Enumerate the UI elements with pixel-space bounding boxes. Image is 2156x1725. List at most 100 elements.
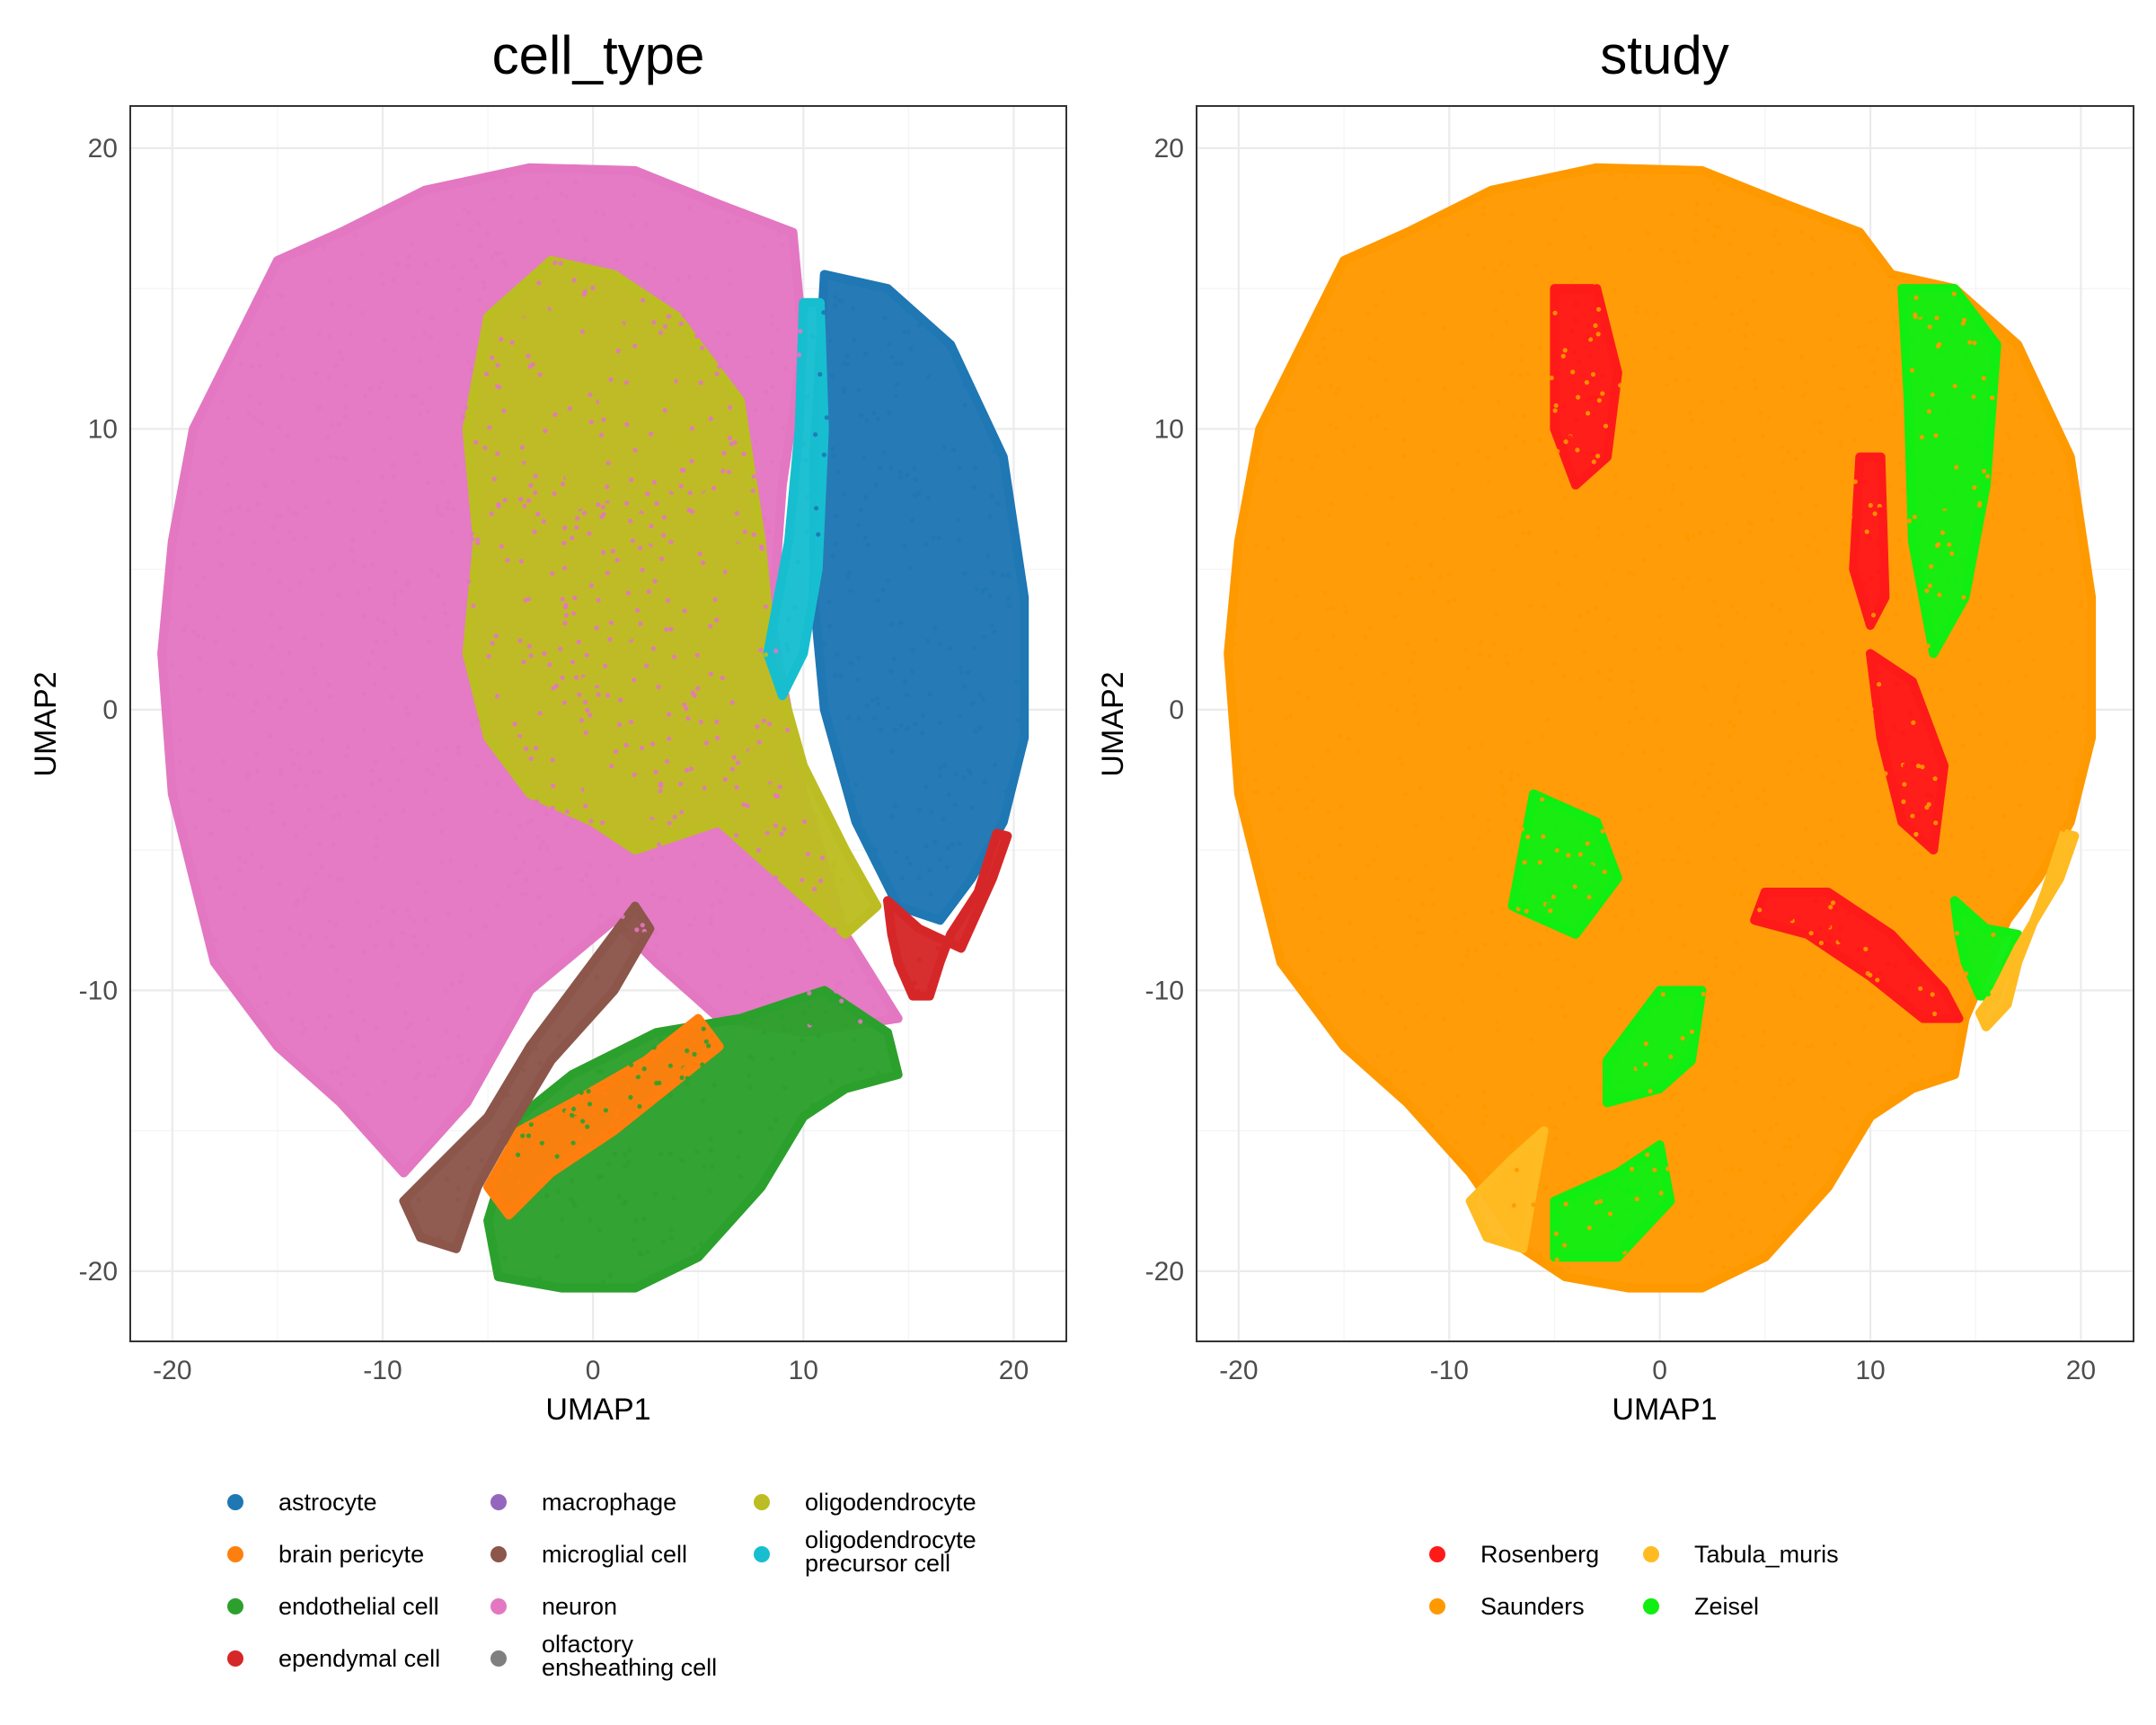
point-astrocyte — [985, 553, 991, 559]
point-oligodendrocyte — [658, 597, 664, 603]
point-neuron — [558, 866, 563, 871]
point-saunders — [1633, 706, 1639, 712]
point-oligodendrocyte — [684, 542, 689, 547]
point-saunders — [1743, 615, 1748, 621]
point-saunders — [1480, 1121, 1486, 1127]
point-neuron — [470, 536, 475, 542]
point-neuron — [473, 264, 478, 270]
point-neuron — [644, 174, 650, 180]
point-saunders — [1754, 982, 1759, 987]
point-endothelial-cell — [807, 1004, 812, 1009]
point-cloud-ependymal-cell — [883, 828, 1012, 1001]
point-saunders — [1402, 792, 1408, 797]
point-saunders — [1736, 275, 1741, 280]
point-neuron — [393, 569, 398, 575]
point-endothelial-cell — [816, 1033, 821, 1039]
point-rosenberg — [1897, 783, 1903, 789]
point-neuron — [316, 842, 322, 847]
point-saunders — [1592, 279, 1597, 285]
point-neuron — [528, 756, 534, 762]
point-oligodendrocyte — [664, 768, 669, 774]
point-rosenberg — [1591, 394, 1596, 400]
points-layer-study — [1224, 163, 2097, 1293]
point-cloud-zeisel — [1603, 986, 1707, 1108]
point-saunders — [1442, 1016, 1447, 1022]
point-neuron — [727, 268, 733, 273]
point-saunders — [1312, 893, 1318, 898]
point-neuron — [689, 458, 694, 464]
point-endothelial-cell — [711, 1083, 717, 1088]
point-zeisel — [1941, 504, 1947, 509]
point-saunders — [1680, 1107, 1685, 1112]
point-saunders — [1727, 328, 1732, 333]
point-brain-pericyte — [549, 1111, 554, 1117]
point-neuron — [512, 721, 517, 727]
point-saunders — [1688, 1214, 1693, 1220]
point-endothelial-cell — [657, 1080, 662, 1085]
point-endothelial-cell — [692, 1051, 697, 1057]
point-saunders — [1755, 843, 1761, 848]
point-saunders — [1321, 970, 1328, 976]
point-saunders — [1613, 473, 1618, 478]
point-neuron — [312, 671, 318, 677]
point-neuron — [254, 342, 261, 348]
point-neuron — [517, 869, 522, 874]
point-saunders — [1874, 841, 1879, 847]
point-brain-pericyte — [602, 1090, 608, 1096]
point-astrocyte — [821, 452, 827, 457]
point-saunders — [1750, 900, 1755, 906]
point-zeisel — [1571, 1199, 1577, 1204]
point-oligodendrocyte — [481, 504, 487, 509]
point-astrocyte — [866, 542, 871, 547]
point-saunders — [1649, 898, 1655, 904]
point-endothelial-cell — [596, 1174, 602, 1180]
point-oligodendrocyte — [692, 613, 698, 618]
point-saunders — [1317, 915, 1322, 920]
point-astrocyte — [966, 767, 971, 773]
point-neuron — [457, 979, 464, 985]
point-saunders — [1582, 234, 1587, 240]
point-neuron — [422, 917, 428, 923]
point-neuron — [352, 233, 358, 238]
point-microglial-cell — [416, 1197, 421, 1202]
point-rosenberg — [1862, 480, 1868, 485]
point-saunders — [1363, 634, 1368, 641]
point-zeisel — [1962, 387, 1967, 394]
point-saunders — [1385, 542, 1391, 547]
point-neuron — [317, 769, 323, 774]
point-neuron — [405, 263, 411, 269]
point-neuron — [753, 439, 758, 445]
point-saunders — [2080, 571, 2085, 576]
point-saunders — [1413, 702, 1418, 707]
point-astrocyte — [897, 469, 903, 475]
point-oligodendrocyte — [516, 737, 521, 742]
point-oligodendrocyte — [762, 747, 767, 753]
point-saunders — [1819, 876, 1825, 881]
point-saunders — [1780, 459, 1786, 464]
point-saunders — [1307, 986, 1312, 991]
point-neuron — [323, 935, 329, 941]
point-astrocyte — [916, 491, 922, 496]
point-saunders — [1848, 515, 1853, 520]
point-oligodendrocyte — [622, 628, 628, 633]
point-saunders — [1972, 341, 1977, 346]
point-astrocyte — [910, 648, 915, 653]
point-saunders — [1991, 932, 1996, 937]
point-saunders — [1528, 1037, 1534, 1042]
point-saunders — [1518, 647, 1524, 653]
point-zeisel — [1922, 315, 1929, 321]
point-saunders — [1675, 259, 1681, 264]
point-saunders — [1511, 1203, 1516, 1208]
point-astrocyte — [925, 638, 931, 643]
point-zeisel — [1549, 889, 1554, 896]
point-endothelial-cell — [559, 1216, 565, 1222]
point-neuron — [690, 509, 695, 515]
point-saunders — [1509, 771, 1515, 776]
point-saunders — [1934, 315, 1940, 321]
point-endothelial-cell — [627, 1147, 632, 1153]
point-saunders — [1630, 688, 1636, 694]
point-neuron — [427, 1073, 432, 1078]
point-zeisel — [1563, 879, 1568, 885]
point-endothelial-cell — [588, 1217, 593, 1223]
point-oligodendrocyte — [665, 620, 671, 625]
